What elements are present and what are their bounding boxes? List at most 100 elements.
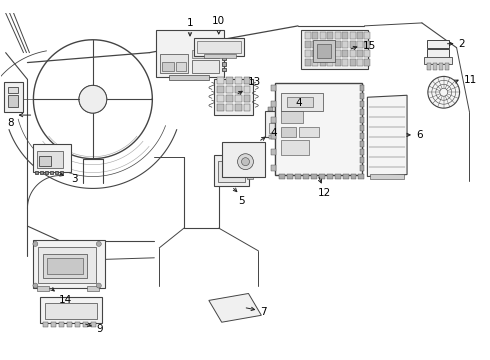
Bar xyxy=(59,322,64,327)
Bar xyxy=(279,174,285,179)
Bar xyxy=(342,41,348,48)
Bar xyxy=(365,32,370,39)
Bar xyxy=(214,80,253,115)
Bar xyxy=(226,104,233,111)
Bar xyxy=(91,322,96,327)
Bar xyxy=(217,86,224,93)
Bar xyxy=(365,41,370,48)
Bar xyxy=(43,322,49,327)
Bar xyxy=(37,285,49,292)
Bar xyxy=(217,95,224,102)
Bar xyxy=(271,85,276,91)
Bar xyxy=(349,50,356,57)
Text: 4: 4 xyxy=(295,98,302,108)
Text: 12: 12 xyxy=(318,188,331,198)
Circle shape xyxy=(242,158,249,166)
Bar xyxy=(433,63,437,71)
Bar xyxy=(271,133,276,139)
Bar xyxy=(335,41,341,48)
Bar xyxy=(342,50,348,57)
Text: 9: 9 xyxy=(97,324,103,334)
Bar xyxy=(8,95,18,107)
Bar xyxy=(365,50,370,57)
Bar xyxy=(357,32,363,39)
Bar xyxy=(335,174,341,179)
Bar xyxy=(301,30,368,69)
Bar xyxy=(45,303,97,319)
Bar xyxy=(162,62,174,72)
Text: 11: 11 xyxy=(464,75,477,85)
Text: 14: 14 xyxy=(59,296,73,306)
Circle shape xyxy=(79,85,107,113)
Bar xyxy=(320,32,326,39)
Bar xyxy=(40,297,102,323)
Bar xyxy=(370,174,404,179)
Bar xyxy=(38,247,96,283)
Bar xyxy=(317,44,331,58)
Bar xyxy=(8,87,18,93)
Text: 6: 6 xyxy=(416,130,422,140)
Bar xyxy=(305,59,311,66)
Bar xyxy=(313,40,335,62)
Bar xyxy=(271,165,276,171)
Bar xyxy=(156,30,224,77)
Bar xyxy=(270,123,297,133)
Bar xyxy=(235,77,242,84)
Bar xyxy=(361,125,365,131)
Bar xyxy=(291,107,296,111)
Bar xyxy=(214,155,249,186)
Bar xyxy=(327,32,333,39)
Polygon shape xyxy=(209,293,261,322)
Bar xyxy=(169,76,209,80)
Bar xyxy=(192,60,219,73)
Bar xyxy=(194,38,244,55)
Bar xyxy=(269,107,273,111)
Bar xyxy=(305,32,311,39)
Text: 1: 1 xyxy=(187,18,194,28)
Text: 5: 5 xyxy=(238,196,245,206)
Bar xyxy=(303,174,309,179)
Bar xyxy=(247,165,253,179)
Bar xyxy=(221,142,265,176)
Bar xyxy=(349,41,356,48)
Bar xyxy=(3,82,24,112)
Bar xyxy=(226,86,233,93)
Bar xyxy=(270,135,297,139)
Bar xyxy=(424,57,452,64)
Circle shape xyxy=(97,242,101,246)
Bar xyxy=(361,85,365,91)
Bar xyxy=(320,41,326,48)
Circle shape xyxy=(428,76,460,108)
Bar xyxy=(35,171,38,174)
Text: 7: 7 xyxy=(260,307,267,317)
Bar xyxy=(313,59,318,66)
Bar xyxy=(160,54,188,73)
Bar xyxy=(357,41,363,48)
Text: 10: 10 xyxy=(212,16,225,26)
Bar xyxy=(427,49,449,58)
Bar xyxy=(320,59,326,66)
Bar xyxy=(361,133,365,139)
Bar xyxy=(75,322,80,327)
Circle shape xyxy=(238,154,253,170)
Bar xyxy=(361,165,365,171)
Text: 8: 8 xyxy=(7,118,14,128)
Bar xyxy=(439,63,443,71)
Text: 2: 2 xyxy=(459,39,465,49)
Bar xyxy=(87,285,99,292)
Bar xyxy=(204,54,236,58)
Bar xyxy=(357,59,363,66)
Bar xyxy=(361,101,365,107)
Bar xyxy=(313,41,318,48)
Bar xyxy=(217,104,224,111)
Bar xyxy=(342,59,348,66)
Bar xyxy=(287,97,313,107)
Bar xyxy=(295,174,301,179)
Bar xyxy=(275,107,280,111)
Bar xyxy=(218,161,245,183)
Bar xyxy=(361,117,365,123)
Bar xyxy=(244,77,250,84)
Bar xyxy=(335,50,341,57)
Bar xyxy=(350,174,357,179)
Bar xyxy=(40,171,43,174)
